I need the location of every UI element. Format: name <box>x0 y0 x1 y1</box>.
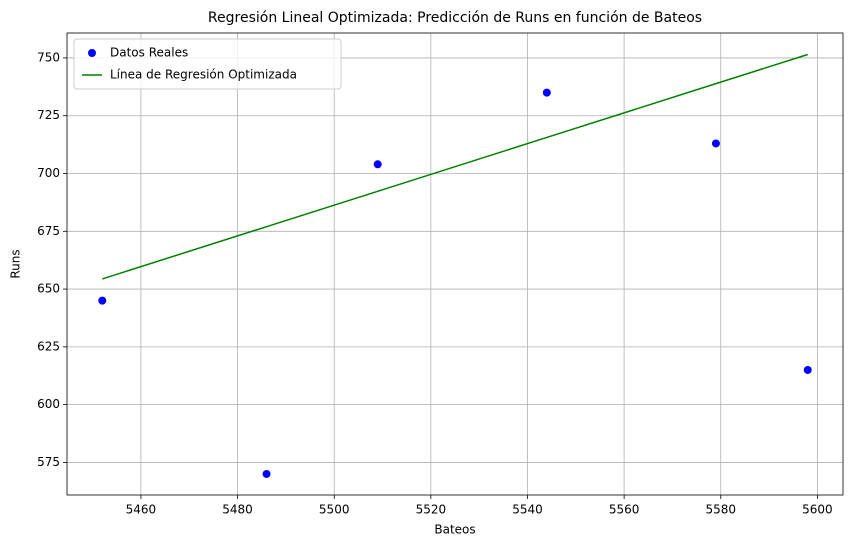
legend-marker <box>88 49 96 57</box>
x-axis-label: Bateos <box>434 523 475 537</box>
x-tick-label: 5540 <box>512 503 543 517</box>
plot-frame <box>66 32 844 496</box>
y-tick-label: 575 <box>37 455 60 469</box>
x-tick-label: 5500 <box>319 503 350 517</box>
y-tick-label: 600 <box>37 397 60 411</box>
chart-title: Regresión Lineal Optimizada: Predicción … <box>208 10 702 26</box>
legend-label: Datos Reales <box>110 46 188 60</box>
y-axis-label: Runs <box>9 249 23 278</box>
data-point <box>262 469 271 478</box>
data-point <box>98 296 107 305</box>
data-point <box>542 88 551 97</box>
x-tick-label: 5580 <box>705 503 736 517</box>
y-tick-label: 625 <box>37 339 60 353</box>
y-tick-label: 700 <box>37 166 60 180</box>
y-tick-label: 675 <box>37 224 60 238</box>
x-tick-label: 5560 <box>609 503 640 517</box>
data-point <box>711 139 720 148</box>
x-tick-label: 5460 <box>126 503 157 517</box>
y-tick-label: 725 <box>37 108 60 122</box>
legend: Datos Reales Línea de Regresión Optimizad… <box>73 38 342 90</box>
y-tick-label: 750 <box>37 50 60 64</box>
x-tick-label: 5600 <box>802 503 833 517</box>
regression-line <box>102 53 808 280</box>
legend-box <box>73 38 342 90</box>
data-point <box>803 365 812 374</box>
data-point <box>373 160 382 169</box>
legend-label: Línea de Regresión Optimizada <box>110 68 297 82</box>
y-tick-label: 650 <box>37 282 60 296</box>
x-tick-label: 5520 <box>416 503 447 517</box>
x-tick-label: 5480 <box>222 503 253 517</box>
